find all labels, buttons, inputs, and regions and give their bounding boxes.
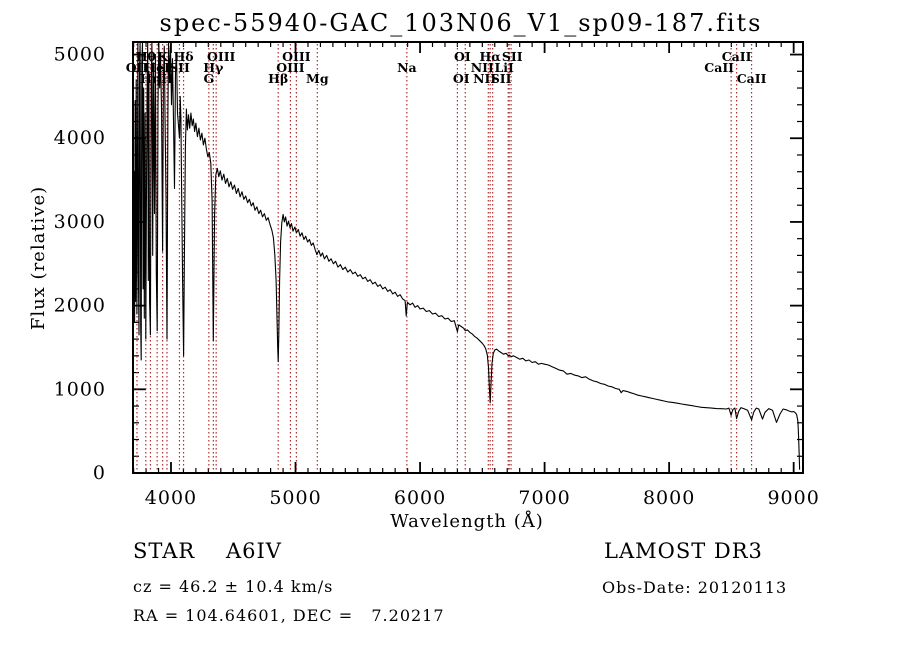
spectral-line-label: Hθ (136, 49, 156, 64)
plot-frame (132, 41, 804, 474)
spectral-line-label: Hδ (173, 49, 193, 64)
spectral-line-label: CaII (704, 60, 734, 75)
spectral-line-label: G (203, 71, 214, 86)
y-tick-label: 3000 (54, 211, 106, 233)
plot-title: spec-55940-GAC_103N06_V1_sp09-187.fits (160, 9, 763, 37)
object-type: STAR (133, 539, 196, 563)
y-tick-label: 2000 (54, 295, 106, 317)
y-tick-label: 5000 (54, 44, 106, 66)
spectral-line-label: Na (397, 60, 417, 75)
spectral-line-label: Hγ (203, 60, 224, 75)
radec-line: RA = 104.64601, DEC = 7.20217 (133, 606, 445, 625)
spectral-line-label: SII (491, 71, 512, 86)
object-subclass: A6IV (225, 539, 282, 563)
spectrum-series (133, 41, 801, 470)
y-tick-label: 4000 (54, 127, 106, 149)
classification-gap (195, 539, 226, 563)
survey-release: LAMOST DR3 (604, 539, 763, 563)
x-tick-label: 7000 (518, 487, 570, 509)
spectral-line-label: OI (454, 49, 471, 64)
x-tick-label: 5000 (269, 487, 321, 509)
spectral-line-label: SII (169, 60, 190, 75)
y-axis-label: Flux (relative) (28, 186, 49, 330)
spectral-line-label: SII (502, 49, 523, 64)
obs-date-line: Obs-Date: 20120113 (602, 578, 788, 597)
spectral-line-label: OIII (207, 49, 236, 64)
x-tick-label: 4000 (145, 487, 197, 509)
spectral-line-label: Hβ (268, 71, 288, 86)
y-tick-label: 1000 (54, 378, 106, 400)
x-axis-label: Wavelength (Å) (390, 510, 544, 532)
spectral-line-labels: OIIHθHηHeIKHSIIHδGHγOIIIHβOIIIOIIIMgNaOI… (126, 49, 767, 86)
spectral-line-label: OIII (282, 49, 311, 64)
spectral-line-label: CaII (722, 49, 752, 64)
spectral-line-markers (136, 44, 753, 472)
x-tick-label: 9000 (767, 487, 819, 509)
cz-line: cz = 46.2 ± 10.4 km/s (133, 577, 334, 596)
spectral-line-label: LiI (495, 60, 515, 75)
spectral-line-label: NII (473, 71, 496, 86)
axis-ticks (133, 42, 803, 474)
spectral-line-label: OIII (276, 60, 305, 75)
spectral-line-label: Hα (479, 49, 501, 64)
spectral-line-label: OI (453, 71, 470, 86)
spectral-line-label: Mg (306, 71, 329, 86)
spectral-line-label: CaII (737, 71, 767, 86)
spectral-line-label: NII (471, 60, 494, 75)
x-tick-label: 6000 (394, 487, 446, 509)
y-tick-label: 0 (93, 462, 106, 484)
classification-line: STAR A6IV (133, 539, 282, 563)
spectrum-curve (133, 41, 801, 470)
axis-tick-labels: 4000 5000 6000 7000 8000 9000 0 1000 2000 3000 400… (54, 44, 819, 509)
x-tick-label: 8000 (643, 487, 695, 509)
